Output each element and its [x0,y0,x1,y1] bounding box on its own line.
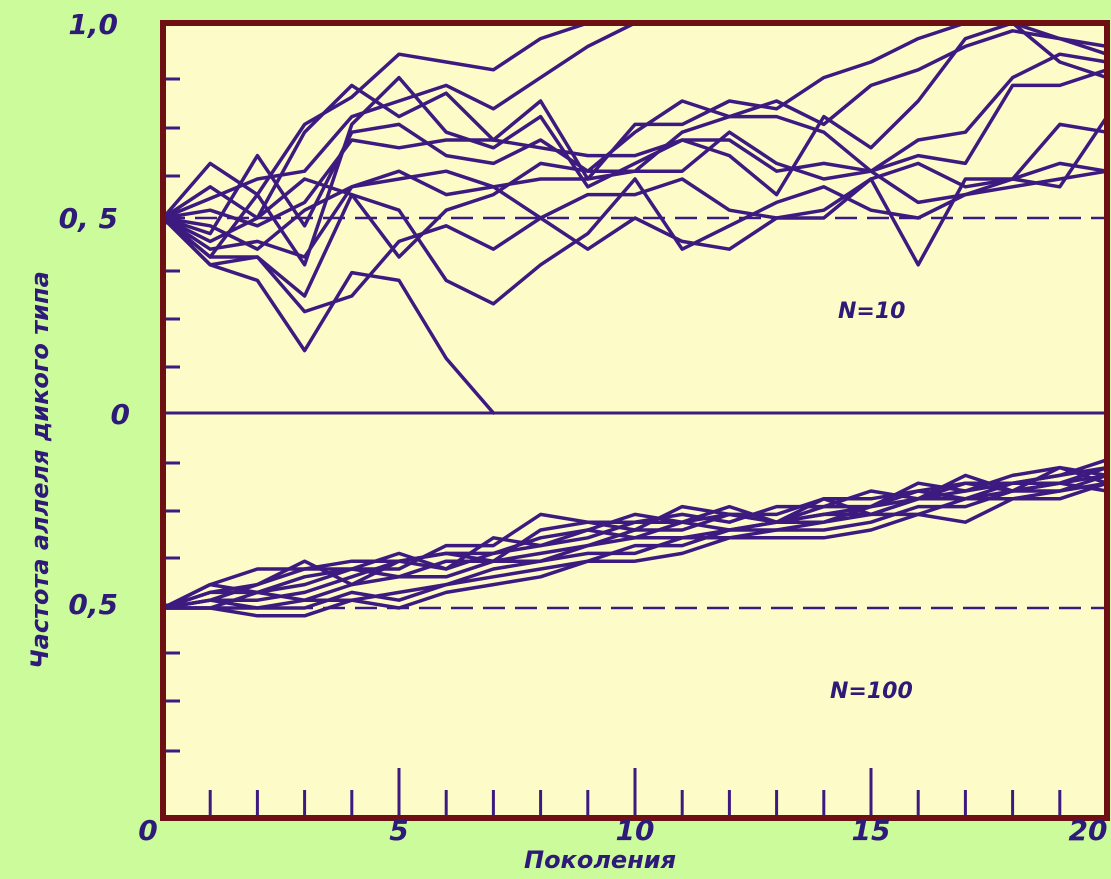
ytick-label-top: 1,0 [68,8,118,41]
series-line-n100-5 [161,465,1109,610]
x-tick-label: 0 [138,814,157,847]
series-line-n100-6 [161,465,1109,610]
series-line-n10-2 [161,21,637,220]
upper-annotation: N=10 [838,299,905,324]
series-line-n10-11 [161,169,1109,306]
series-line-n10-4 [161,29,1109,236]
x-tick-label: 5 [389,814,408,847]
series-line-n100-3 [161,465,1109,610]
series-line-n10-8 [161,114,1109,259]
ytick-label-zero: 0 [111,398,130,431]
plot-frame [160,20,1110,821]
ytick-label-upper-half: 0, 5 [59,202,118,235]
series-line-n100-10 [161,481,1109,618]
plot-background [163,23,1107,818]
series-line-n100-9 [161,481,1109,610]
series-line-n10-9 [161,114,1109,259]
series-line-n100-8 [161,481,1109,610]
series-line-n10-3 [161,21,1109,220]
ytick-label-lower-half: 0,5 [68,588,118,621]
x-tick-label: 20 [1069,814,1108,847]
series-line-n10-5 [161,21,1109,267]
series-line-n10-12 [161,216,496,415]
series-line-n100-7 [161,473,1109,610]
series-line-n10-10 [161,161,1109,314]
lower-annotation: N=100 [830,679,913,704]
series-line-n10-6 [161,52,1109,228]
y-axis-label: Частота аллеля дикого типа [26,271,54,669]
x-tick-label: 15 [852,814,891,847]
x-axis-label: Поколения [524,846,676,874]
x-tick-label: 10 [616,814,655,847]
